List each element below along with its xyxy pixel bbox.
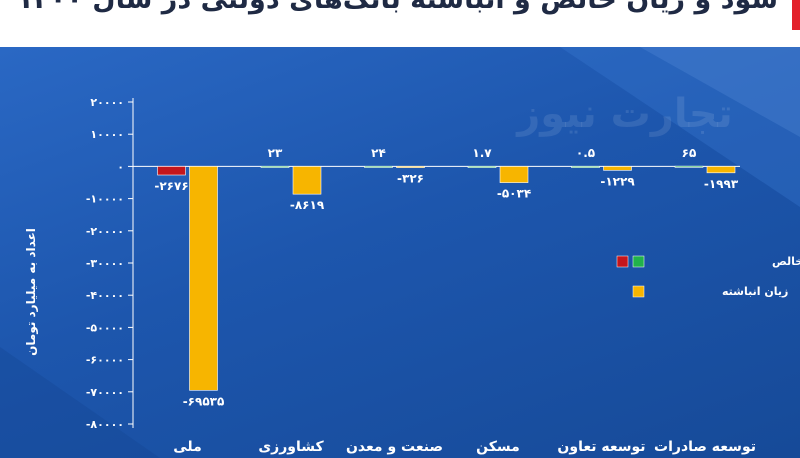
bar-label-accumulated-1: -۸۶۱۹ [290, 198, 325, 212]
legend-swatch-accumulated [632, 285, 645, 298]
bar-label-net-0: -۲۶۷۶ [154, 179, 188, 193]
bar-accumulated-5 [706, 166, 736, 174]
bar-label-accumulated-4: -۱۲۲۹ [600, 174, 635, 188]
legend-label-net: سود (زیان) خالص [772, 255, 800, 268]
y-tick-label: -۴۰۰۰۰ [86, 289, 124, 302]
bar-label-net-5: ۶۵ [682, 146, 697, 160]
background-shape [0, 347, 160, 458]
bar-net-3 [467, 166, 497, 168]
bar-accumulated-3 [499, 166, 529, 183]
x-axis-labels: ملی کشاورزی صنعت و معدن مسکن توسعه تعاون توسع… [173, 439, 756, 455]
legend: سود (زیان) خالص زیان انباشته [616, 255, 800, 298]
page-title: سود و زیان خالص و انباشته بانک‌های دولتی… [17, 0, 778, 15]
y-tick-label: -۸۰۰۰۰ [86, 418, 124, 431]
bar-label-accumulated-2: -۳۲۶ [397, 172, 424, 186]
y-axis: ۲۰۰۰۰ ۱۰۰۰۰ ۰ -۱۰۰۰۰ -۲۰۰۰۰ -۳۰۰۰۰ -۴۰۰۰۰ -۵۰۰۰… [86, 96, 740, 431]
y-tick-label: -۶۰۰۰۰ [86, 354, 124, 367]
x-tick-label: توسعه صادرات [654, 439, 756, 455]
background-shape [560, 47, 800, 207]
chart-panel: تجارت نیوز ۲۰۰۰۰ ۱۰۰۰۰ ۰ -۱۰۰۰۰ -۲۰۰۰۰ -۳۰۰۰۰… [0, 47, 800, 458]
bar-accumulated-0 [189, 166, 218, 391]
bar-net-0 [157, 166, 186, 176]
bar-label-net-3: ۱.۷ [472, 146, 492, 160]
legend-label-accumulated: زیان انباشته [722, 285, 788, 298]
bar-net-2 [364, 166, 393, 168]
bar-label-accumulated-5: -۱۹۹۳ [704, 177, 739, 191]
x-tick-label: کشاورزی [258, 439, 324, 455]
bar-label-accumulated-0: -۶۹۵۳۵ [183, 394, 225, 408]
x-tick-label: ملی [173, 439, 202, 455]
bars [157, 165, 736, 391]
y-axis-title: اعداد به میلیارد تومان [24, 228, 39, 356]
y-tick-label: ۱۰۰۰۰ [90, 128, 124, 141]
y-tick-label: ۲۰۰۰۰ [90, 96, 124, 109]
y-tick-label: -۷۰۰۰۰ [86, 386, 124, 399]
watermark: تجارت نیوز [515, 91, 732, 137]
y-tick-label: -۲۰۰۰۰ [86, 225, 124, 238]
bar-accumulated-4 [603, 166, 632, 171]
y-tick-label: ۰ [117, 160, 124, 173]
bar-accumulated-2 [396, 166, 425, 168]
legend-swatch-net-negative [616, 255, 629, 268]
bar-net-1 [260, 166, 290, 168]
bar-net-4 [571, 166, 600, 168]
x-tick-label: مسکن [476, 439, 520, 455]
header: سود و زیان خالص و انباشته بانک‌های دولتی… [0, 0, 800, 47]
bar-labels: -۲۶۷۶ -۶۹۵۳۵ ۲۳ -۸۶۱۹ ۲۴ -۳۲۶ ۱.۷ -۵۰۳۴ ۰.۵ -۱۲۲۹… [154, 146, 738, 408]
y-tick-label: -۵۰۰۰۰ [86, 321, 124, 334]
x-tick-label: توسعه تعاون [557, 439, 645, 455]
bar-accumulated-1 [292, 166, 322, 195]
bar-label-accumulated-3: -۵۰۳۴ [497, 187, 531, 201]
background-shape [640, 47, 800, 137]
bar-label-net-4: ۰.۵ [576, 146, 595, 160]
title-accent-bar [792, 0, 800, 30]
legend-swatch-net-positive [632, 255, 645, 268]
bar-label-net-2: ۲۴ [371, 146, 386, 160]
y-tick-label: -۳۰۰۰۰ [86, 257, 124, 270]
bar-net-5 [674, 165, 704, 168]
x-tick-label: صنعت و معدن [346, 439, 443, 455]
y-tick-label: -۱۰۰۰۰ [86, 193, 124, 206]
bar-chart: تجارت نیوز ۲۰۰۰۰ ۱۰۰۰۰ ۰ -۱۰۰۰۰ -۲۰۰۰۰ -۳۰۰۰۰… [0, 47, 800, 458]
bar-label-net-1: ۲۳ [268, 146, 283, 160]
